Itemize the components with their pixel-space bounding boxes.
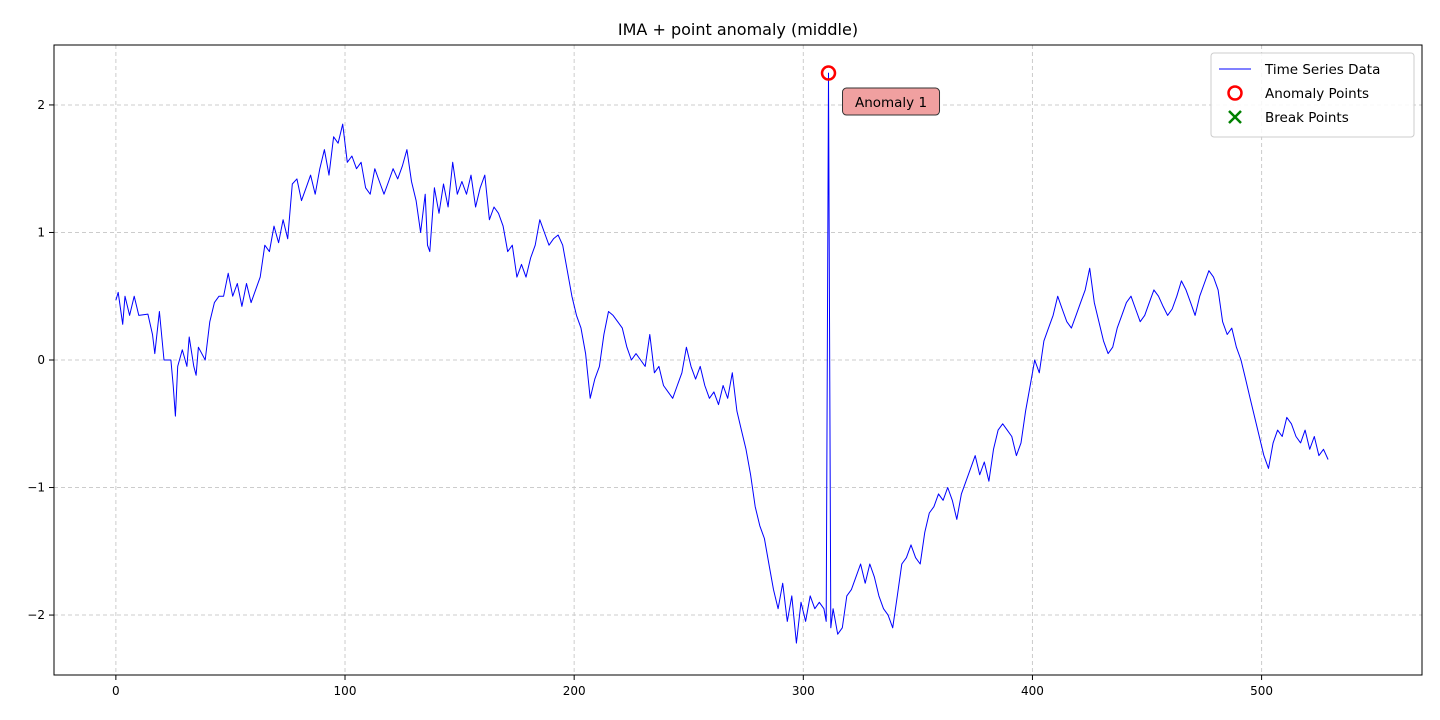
anomaly-annotation: Anomaly 1 <box>842 87 941 116</box>
chart-title: IMA + point anomaly (middle) <box>618 20 858 39</box>
x-tick-label: 100 <box>334 684 357 698</box>
y-axis: −2 −1 0 1 2 <box>27 98 54 622</box>
legend-label: Break Points <box>1265 110 1349 126</box>
x-tick-label: 400 <box>1021 684 1044 698</box>
legend-circle-swatch <box>1227 85 1243 101</box>
legend-x-swatch <box>1228 110 1242 124</box>
x-axis: 0 100 200 300 400 500 <box>112 675 1273 698</box>
series-line <box>115 72 1329 644</box>
y-tick-label: −1 <box>27 481 45 495</box>
annotation-box <box>842 87 941 116</box>
grid <box>54 45 1422 675</box>
x-tick-label: 0 <box>112 684 120 698</box>
plot-frame <box>53 44 1423 676</box>
legend-label: Anomaly Points <box>1265 86 1369 102</box>
plot-area <box>115 65 1329 644</box>
x-tick-label: 500 <box>1250 684 1273 698</box>
y-tick-label: 1 <box>37 225 45 239</box>
anomaly-point <box>820 65 837 81</box>
y-tick-label: 2 <box>37 98 45 112</box>
annotation-label: Anomaly 1 <box>855 95 927 111</box>
x-tick-label: 300 <box>792 684 815 698</box>
y-tick-label: 0 <box>37 353 45 367</box>
y-tick-label: −2 <box>27 608 45 622</box>
legend: Time Series Data Anomaly Points Break Poin… <box>1210 52 1415 138</box>
legend-box <box>1210 52 1415 138</box>
legend-label: Time Series Data <box>1264 62 1380 78</box>
x-tick-label: 200 <box>563 684 586 698</box>
